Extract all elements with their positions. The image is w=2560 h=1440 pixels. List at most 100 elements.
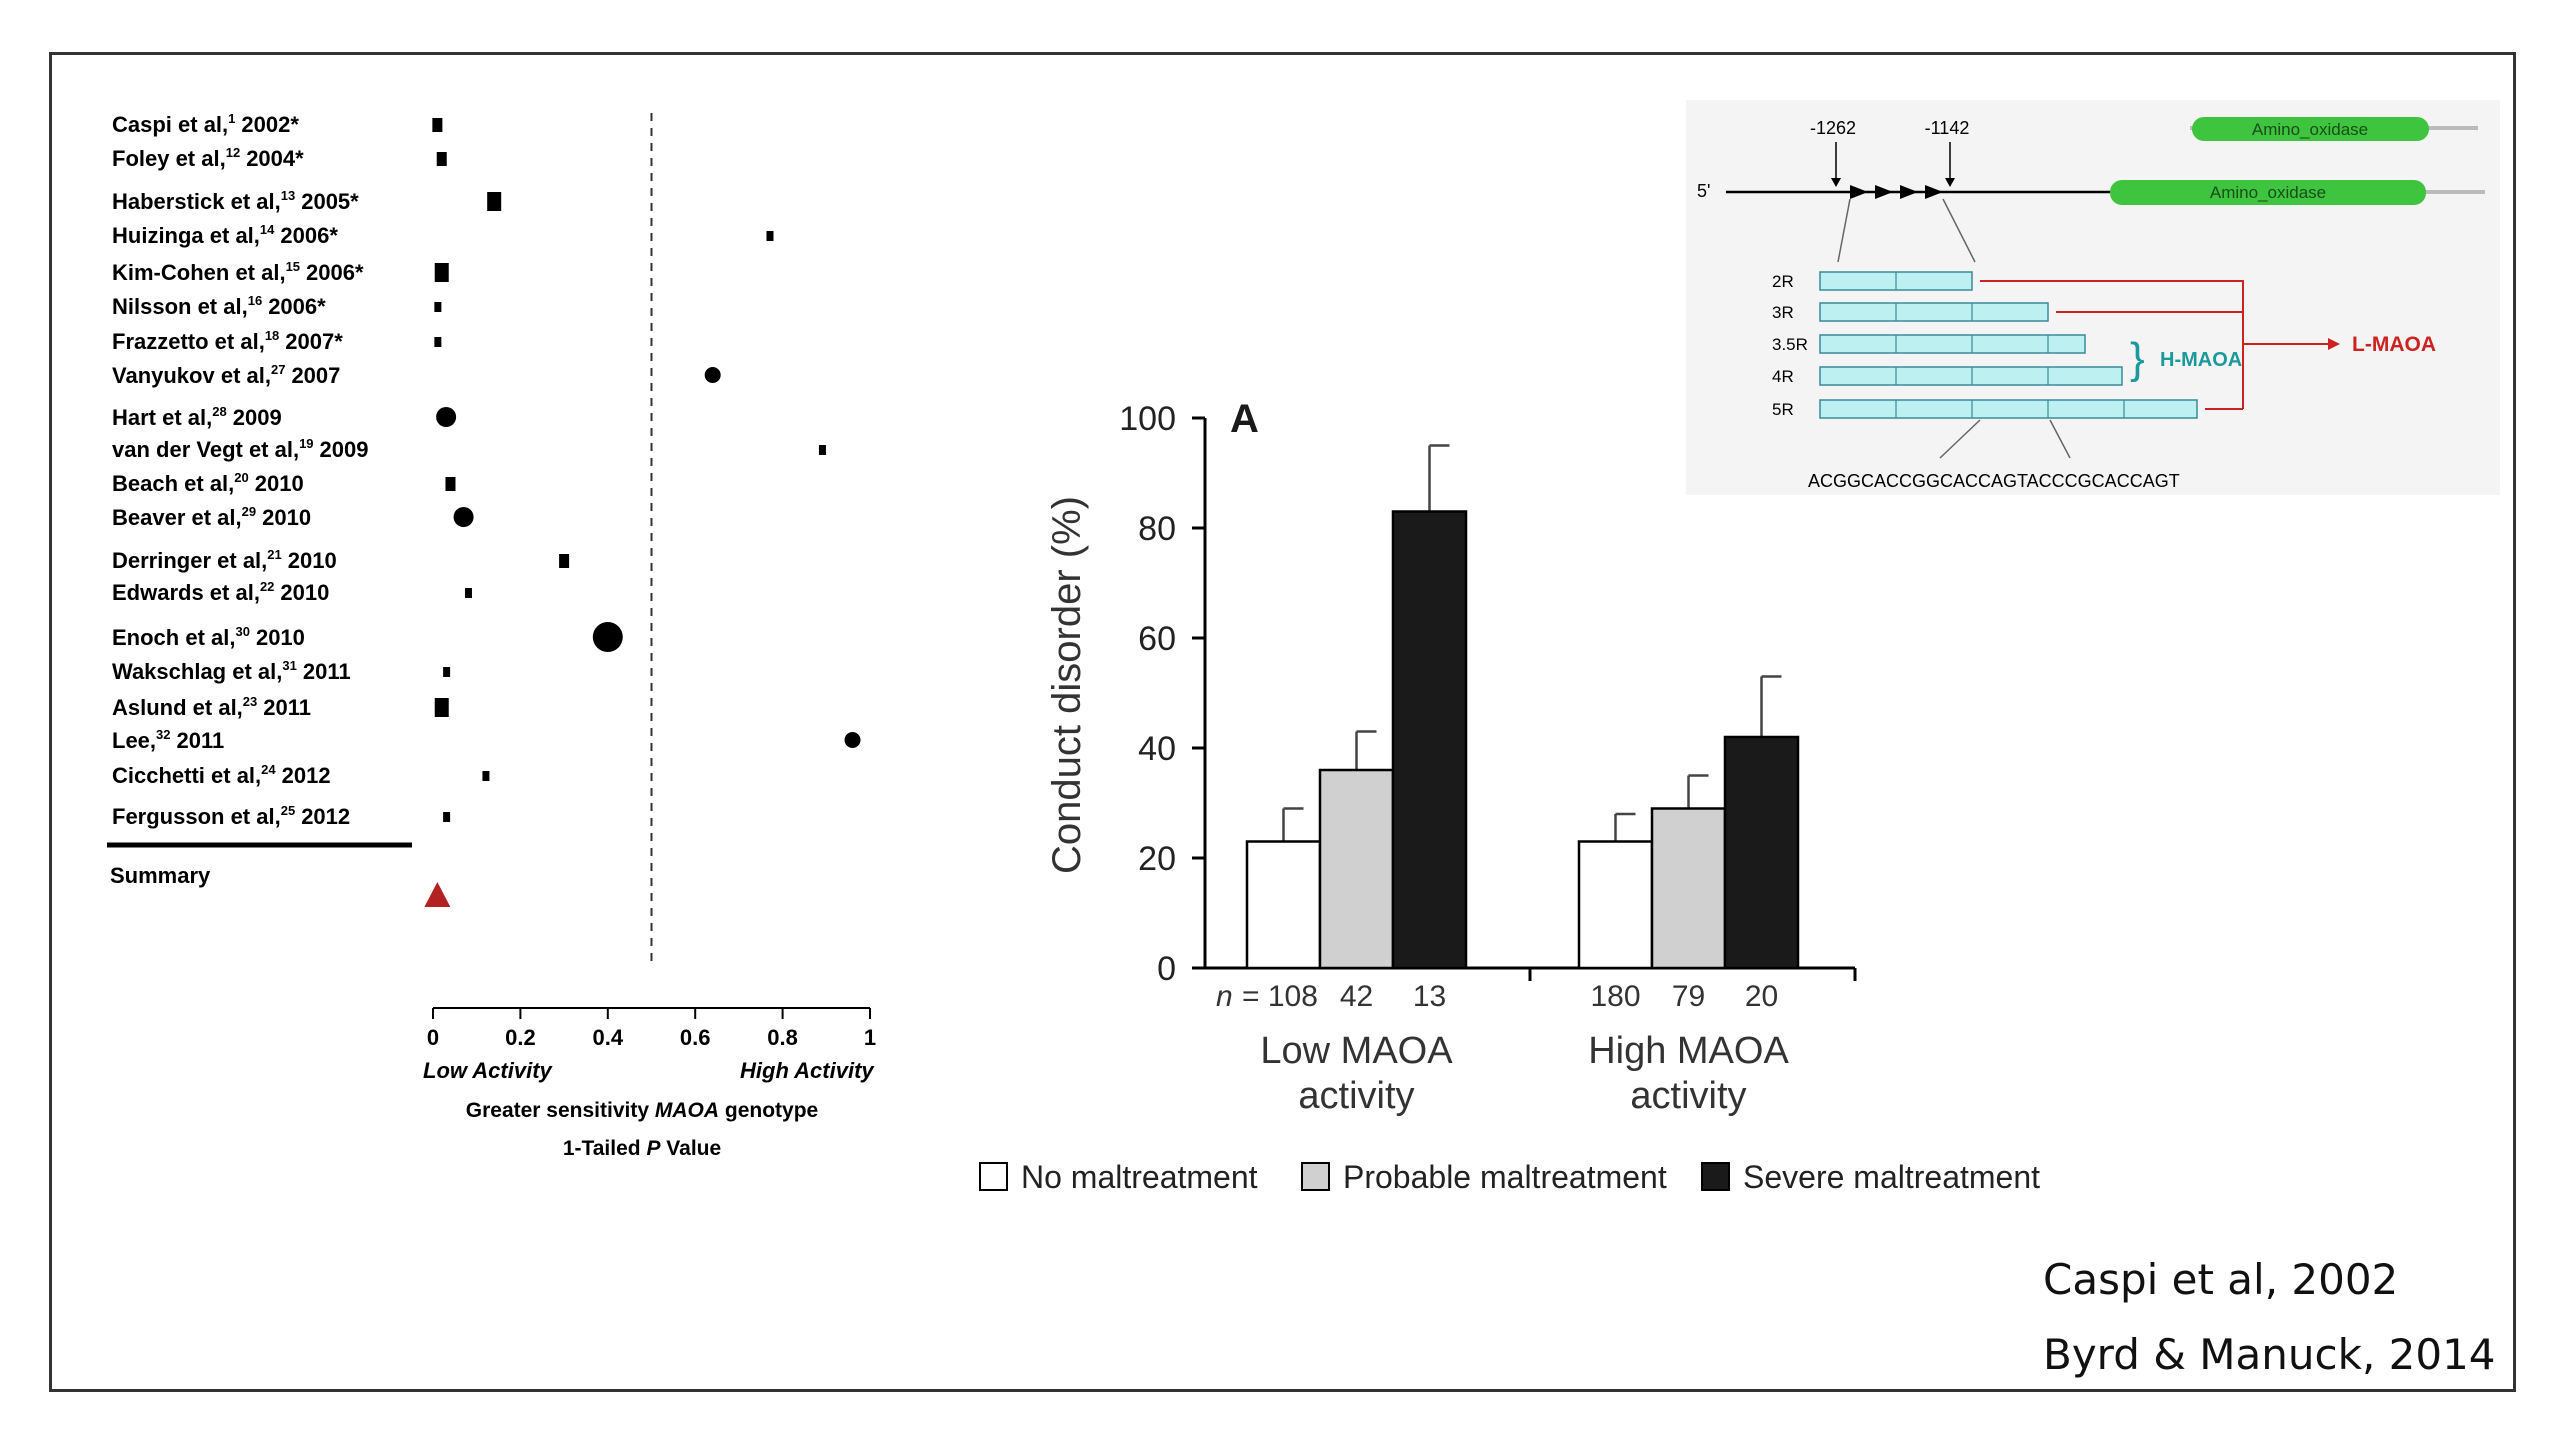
five-prime-label: 5' [1697,181,1710,201]
upper-domain [2192,117,2429,141]
bar [1650,807,1727,970]
l-maoa-label: L-MAOA [2352,333,2436,356]
y-tick-label: 20 [1138,840,1176,878]
study-label: Edwards et al,22 2010 [112,579,329,605]
study-author: Haberstick et al, [112,189,281,214]
bar [1245,840,1322,970]
low-activity-label: Low Activity [423,1058,554,1083]
study-author: Kim-Cohen et al, [112,260,286,285]
forest-tick-label: 1 [864,1025,876,1050]
study-author: Lee, [112,728,156,753]
bar [1318,768,1395,970]
study-year: 2004* [246,146,304,171]
study-author: Derringer et al, [112,548,267,573]
vntr-triangle [1850,185,1868,199]
study-label: Enoch et al,30 2010 [112,624,305,650]
n-equals: = 108 [1242,980,1318,1013]
panel-label: A [1230,397,1259,441]
group-label-2: activity [1630,1075,1746,1117]
n-prefix: n [1216,980,1233,1013]
study-year: 2006* [306,260,364,285]
pos2-arrowhead [1945,178,1955,187]
vntr-triangle [1900,185,1918,199]
study-marker [436,407,457,427]
study-year: 2009 [233,405,282,430]
study-marker [482,771,490,781]
zoom-line-left [1837,198,1851,263]
repeat-label: 3R [1772,303,1794,322]
study-marker [704,367,721,383]
high-activity-label: High Activity [740,1058,875,1083]
study-marker [436,152,447,166]
study-ref: 23 [243,694,257,709]
study-author: Enoch et al, [112,625,235,650]
pos1-arrowhead [1831,178,1841,187]
study-marker [445,477,456,491]
summary-marker [424,882,451,907]
study-label: Kim-Cohen et al,15 2006* [112,259,364,285]
n-value: 13 [1413,980,1446,1013]
upper-domain-label: Amino_oxidase [2252,120,2368,139]
repeat-label: 3.5R [1772,335,1808,354]
summary-label: Summary [110,863,211,888]
study-ref: 30 [235,624,249,639]
seq-zoom-right [2049,419,2071,459]
forest-tick-label: 0.6 [680,1025,711,1050]
study-marker [443,812,451,822]
study-ref: 24 [261,762,276,777]
pos1-label: -1262 [1810,118,1856,138]
legend-swatch [979,1162,1008,1191]
study-label: van der Vegt et al,19 2009 [112,436,369,462]
forest-tick-label: 0.4 [593,1025,624,1050]
study-year: 2011 [303,659,351,684]
y-tick-label: 40 [1138,730,1176,768]
vntr-triangle [1925,185,1943,199]
study-marker [766,231,774,241]
repeat-sequence: ACGGCACCGGCACCAGTACCCGCACCAGT [1808,471,2180,491]
study-label: Beach et al,20 2010 [112,470,304,496]
seq-zoom-left [1939,419,1981,459]
study-marker [434,263,449,282]
repeat-label: 2R [1772,272,1794,291]
study-marker [487,192,502,211]
y-tick-label: 100 [1119,400,1176,438]
l-maoa-arrowhead [2328,338,2340,350]
h-maoa-brace: } [2130,334,2145,383]
group-label-2: activity [1298,1075,1414,1117]
study-label: Beaver et al,29 2010 [112,504,311,530]
study-year: 2006* [280,223,338,248]
study-year: 2010 [288,548,337,573]
study-ref: 32 [156,727,170,742]
bar [1723,735,1800,970]
repeat-label: 5R [1772,400,1794,419]
study-label: Wakschlag et al,31 2011 [112,658,351,684]
study-author: Huizinga et al, [112,223,260,248]
study-year: 2010 [256,625,305,650]
n-value: 20 [1745,980,1778,1013]
study-year: 2010 [255,471,304,496]
study-year: 2012 [301,804,350,829]
study-author: Aslund et al, [112,695,243,720]
h-maoa-label: H-MAOA [2160,349,2242,371]
forest-tick-label: 0.2 [505,1025,536,1050]
slide-frame [49,52,2516,1392]
study-year: 2002* [241,112,299,137]
y-tick-label: 80 [1138,510,1176,548]
study-marker [434,302,442,312]
n-value: 79 [1672,980,1705,1013]
study-ref: 22 [260,579,274,594]
study-ref: 27 [271,362,285,377]
study-ref: 13 [281,188,295,203]
forest-xlabel-2: 1-Tailed P Value [563,1137,721,1160]
study-label: Aslund et al,23 2011 [112,694,311,720]
study-ref: 31 [282,658,296,673]
study-author: Caspi et al, [112,112,228,137]
study-ref: 12 [226,145,240,160]
study-ref: 29 [242,504,256,519]
repeat-label: 4R [1772,367,1794,386]
study-ref: 25 [281,803,295,818]
study-year: 2007* [285,329,343,354]
study-label: Caspi et al,1 2002* [112,111,299,137]
